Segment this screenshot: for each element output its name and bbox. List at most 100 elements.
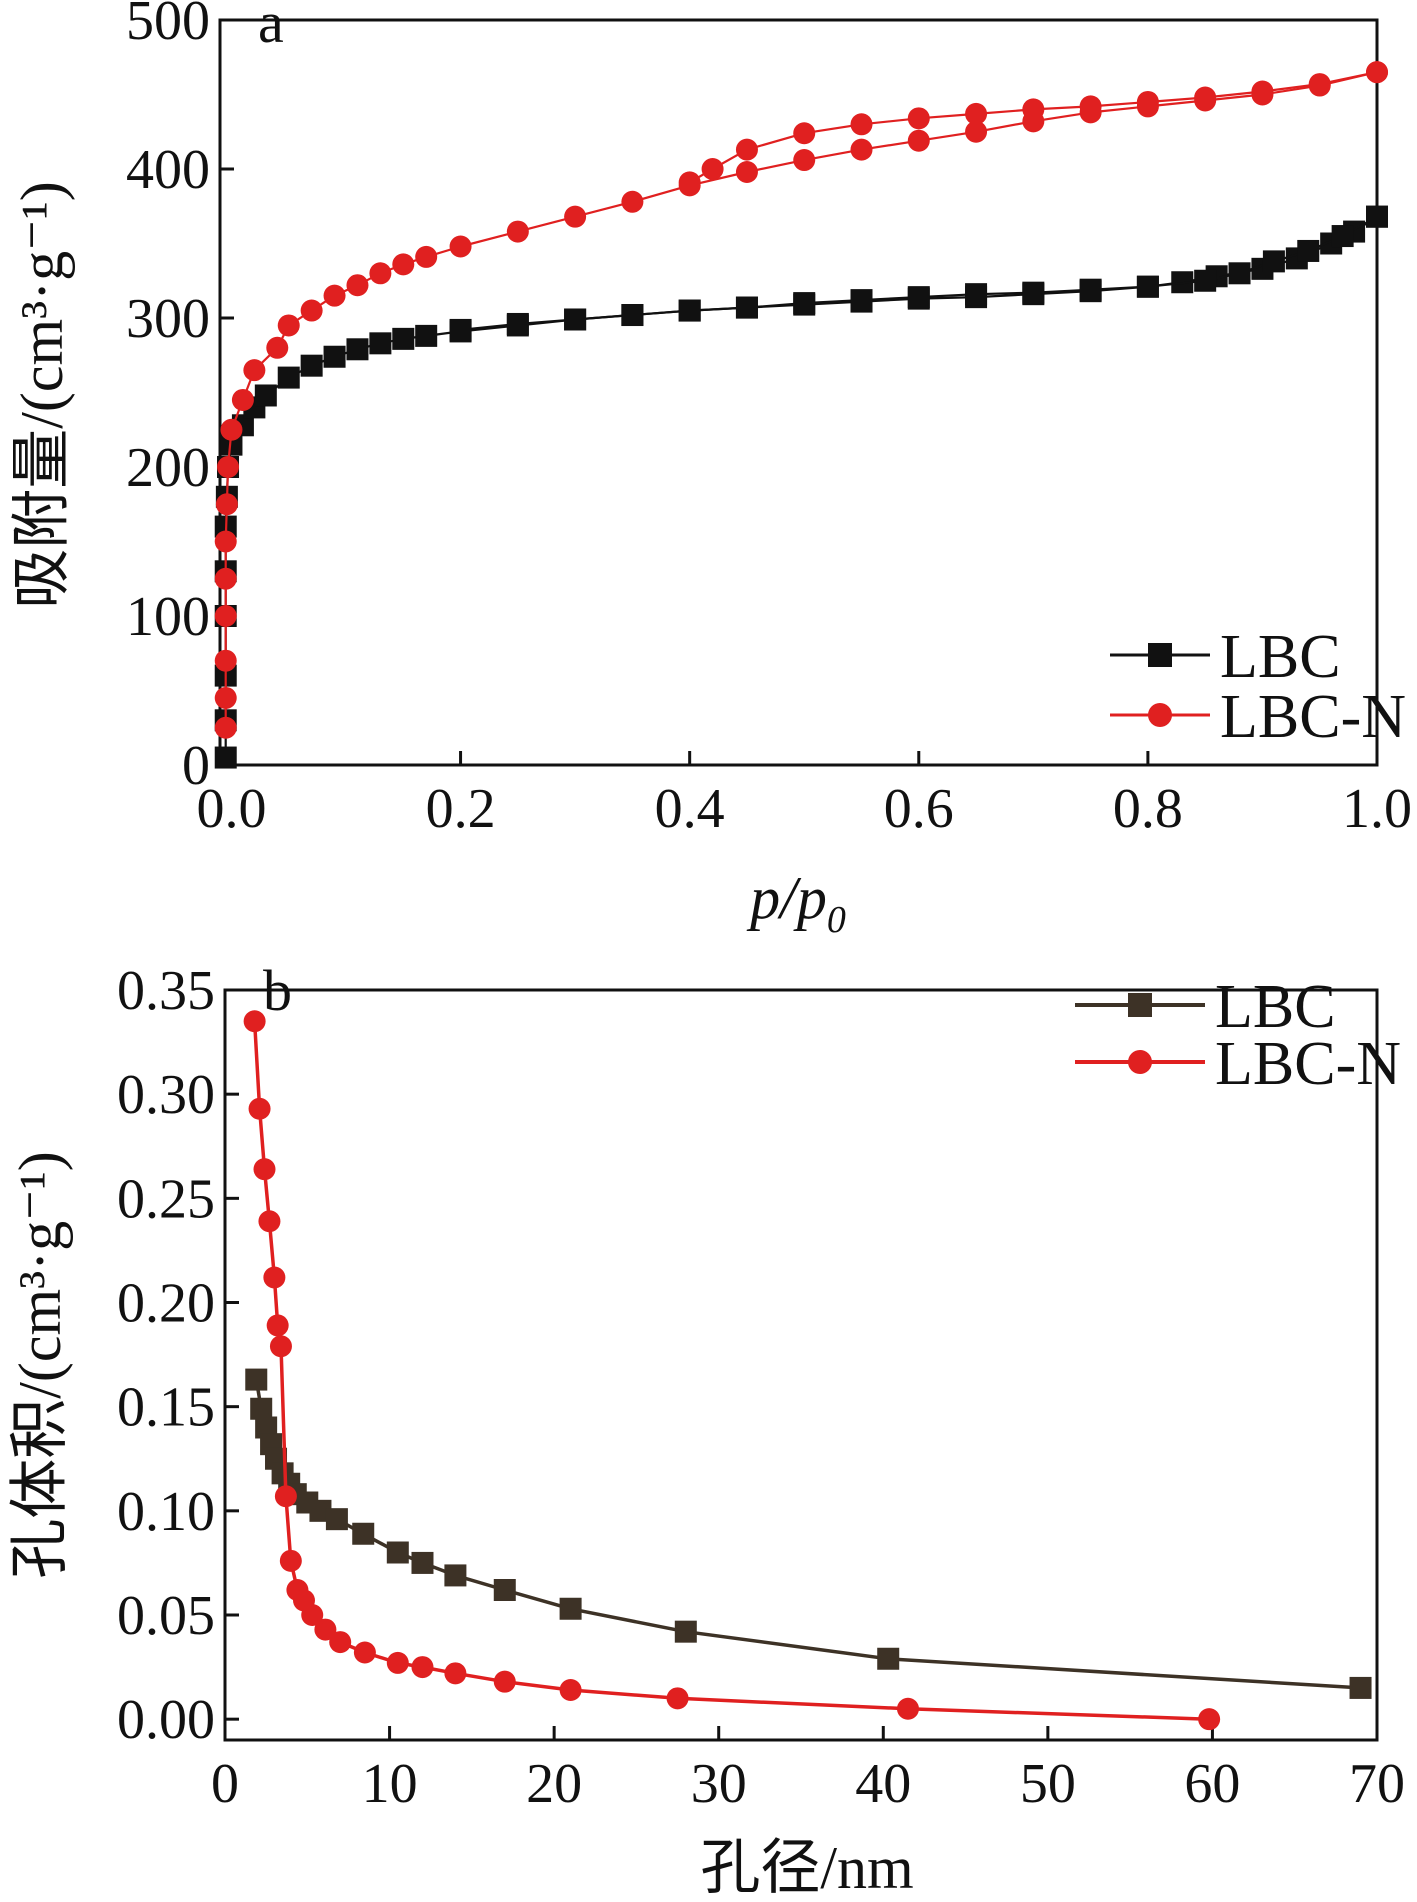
panel-a-y-tick-label: 500 [126,0,210,52]
panel-a-data-point-lbc-n [1136,90,1159,113]
panel-b-data-point-lbc [1349,1676,1372,1699]
panel-b-y-tick-label: 0.25 [117,1168,215,1230]
panel-b-series-line-lbc [254,1379,1361,1690]
panel-b-data-point-lbc-n [444,1662,467,1685]
panel-a-plot-frame [218,18,1379,767]
panel-b-data-point-lbc [255,1416,278,1439]
panel-a-data-point-lbc-n [277,314,300,337]
panel-b-data-point-lbc [245,1368,268,1391]
panel-b-data-point-lbc-n [896,1697,919,1720]
panel-b-x-axis-label: 孔径/nm [700,1835,913,1901]
panel-a-data-point-lbc-n [1251,80,1274,103]
panel-a-data-point-lbc [214,746,237,769]
panel-b-data-point-lbc [674,1620,697,1643]
panel-b-data-point-lbc-n [314,1618,337,1641]
panel-a-data-point-lbc [965,283,988,306]
panel-b-data-point-lbc-n [329,1631,352,1654]
panel-a-data-point-lbc-n [214,567,237,590]
panel-b-y-tick-label: 0.15 [117,1377,215,1439]
panel-b-x-tick-label: 20 [526,1753,582,1815]
panel-b-x-tick-label: 0 [211,1753,239,1815]
panel-b-legend-marker-lbc-n [1128,1050,1152,1074]
panel-a-data-point-lbc-n [1079,95,1102,118]
panel-a-data-point-lbc [735,296,758,319]
panel-a-data-point-lbc-n [214,605,237,627]
panel-a-data-point-lbc-n [850,113,873,136]
panel-a-legend-marker-lbc [1148,643,1172,667]
panel-a-data-point-lbc [323,345,346,368]
panel-a-y-ticks: 0 100 200 300 400 500 [126,0,234,797]
panel-a-y-tick-label: 400 [126,139,210,201]
panel-b-data-point-lbc-n [258,1210,281,1233]
panel-b-x-tick-label: 70 [1349,1753,1405,1815]
panel-a-data-point-lbc-n [220,418,243,441]
panel-b-series-line-lbc-n [252,1021,1210,1721]
panel-a-data-point-lbc-n [793,122,816,145]
panel-a-legend-label-lbc: LBC [1220,623,1341,691]
panel-b-legend-label-lbc: LBC [1215,973,1336,1041]
panel-b-data-point-lbc-n [493,1670,516,1693]
panel-a-data-point-lbc-n [214,530,237,553]
panel-a-data-point-lbc-n [346,274,369,297]
panel-b-data-point-lbc-n [279,1549,302,1572]
panel-a-adsorption-isotherm: 0.0 0.2 0.4 0.6 0.8 1.0 0 100 200 300 400 500 a LB… [9,0,1412,941]
panel-a-data-point-lbc [1366,205,1388,228]
panel-a-data-point-lbc-n [678,171,701,194]
panel-a-data-point-lbc [1079,278,1102,301]
panel-a-data-point-lbc-n [392,253,415,276]
panel-a-data-point-lbc-n [214,716,237,739]
panel-b-y-tick-label: 0.00 [117,1689,215,1751]
panel-a-data-point-lbc [277,366,300,389]
panel-b-data-point-lbc [411,1551,434,1574]
panel-a-data-point-lbc-n [1366,61,1388,84]
panel-a-y-tick-label: 0 [182,735,210,797]
panel-a-data-point-lbc [1262,250,1285,273]
panel-a-data-point-lbc [392,327,415,350]
panel-a-x-tick-label: 0.4 [655,778,725,840]
panel-b-legend-marker-lbc [1128,993,1152,1017]
panel-b-legend: LBC LBC-N [1075,973,1401,1098]
panel-b-data-point-lbc-n [269,1335,292,1358]
panel-a-data-point-lbc-n [300,299,323,322]
panel-a-data-point-lbc [1022,281,1045,304]
panel-b-data-point-lbc [877,1647,900,1670]
panel-a-data-point-lbc-n [231,388,254,411]
panel-a-data-point-lbc-n [323,284,346,307]
panel-b-y-tick-label: 0.10 [117,1481,215,1543]
panel-b-data-point-lbc [444,1564,467,1587]
panel-b-x-ticks: 0 10 20 30 40 50 60 70 [211,1726,1405,1815]
panel-a-y-tick-label: 100 [126,586,210,648]
panel-a-legend-marker-lbc-n [1148,703,1172,727]
panel-b-legend-label-lbc-n: LBC-N [1215,1030,1401,1098]
panel-a-x-tick-label: 0.2 [426,778,496,840]
panel-a-data-point-lbc-n [850,138,873,161]
panel-a-data-point-lbc-n [214,686,237,709]
panel-a-x-axis-label: p/p0 [746,865,846,941]
panel-b-x-tick-label: 60 [1184,1753,1240,1815]
panel-b-legend-item-lbc-n: LBC-N [1075,1030,1401,1098]
panel-b-data-point-lbc-n [243,1010,266,1033]
panel-b-data-point-lbc-n [559,1679,582,1701]
panel-a-data-point-lbc [449,318,472,341]
panel-b-legend-item-lbc: LBC [1075,973,1336,1041]
panel-a-data-point-lbc [1297,239,1320,262]
panel-b-x-tick-label: 30 [691,1753,747,1815]
panel-a-data-point-lbc-n [621,190,644,213]
panel-b-plot-frame [223,988,1379,1742]
panel-b-data-point-lbc-n [386,1651,409,1674]
panel-b-y-ticks: 0.00 0.05 0.10 0.15 0.20 0.25 0.30 0.35 [117,960,239,1751]
panel-b-series [243,1010,1372,1731]
panel-a-data-point-lbc [621,304,644,327]
panel-b-data-point-lbc-n [353,1641,376,1664]
panel-a-data-point-lbc [1194,269,1217,292]
panel-b-x-tick-label: 40 [855,1753,911,1815]
panel-a-data-point-lbc-n [965,102,988,125]
panel-a-data-point-lbc-n [1022,98,1045,121]
panel-a-legend-item-lbc-n: LBC-N [1110,683,1406,751]
panel-a-data-point-lbc-n [266,336,289,359]
panel-a-x-tick-label: 0.8 [1113,778,1183,840]
panel-a-data-point-lbc-n [701,158,724,180]
panel-b-y-tick-label: 0.20 [117,1273,215,1335]
panel-a-x-tick-label: 1.0 [1342,778,1412,840]
